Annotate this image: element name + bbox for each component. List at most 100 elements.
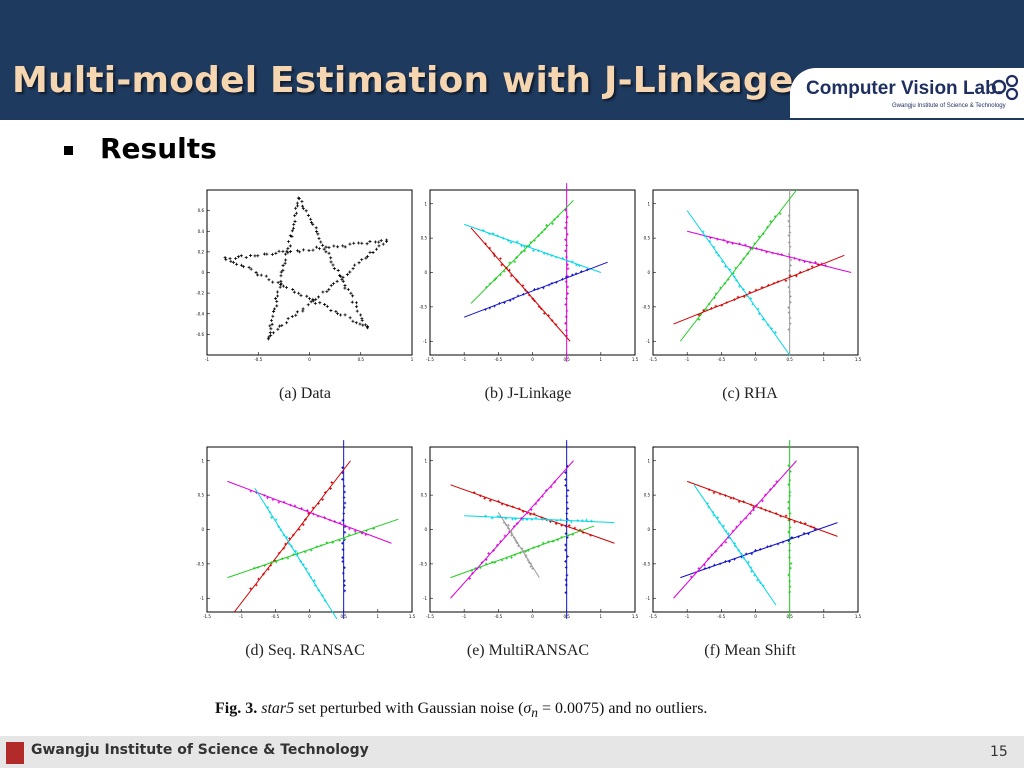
model-point: [803, 522, 807, 525]
data-point: [377, 240, 381, 244]
model-point: [315, 545, 319, 549]
model-point: [304, 518, 307, 521]
data-point: [270, 322, 274, 326]
model-point: [343, 524, 347, 527]
model-point: [776, 280, 780, 283]
model-point: [500, 502, 504, 506]
data-point: [294, 211, 298, 215]
data-point: [274, 251, 278, 255]
model-point: [511, 297, 515, 301]
model-point: [731, 529, 735, 533]
data-point: [268, 324, 272, 328]
caption-a: (a) Data: [279, 385, 331, 402]
data-point: [269, 327, 273, 331]
model-line: [686, 480, 838, 537]
model-line: [470, 227, 571, 342]
model-point: [257, 577, 260, 581]
model-point: [531, 567, 535, 570]
model-point: [810, 265, 814, 268]
model-point: [718, 492, 722, 496]
y-tick-label: -1: [200, 596, 204, 601]
data-point: [385, 240, 389, 244]
model-point: [752, 508, 755, 512]
model-point: [573, 526, 577, 530]
x-tick-label: 1: [600, 357, 603, 362]
model-line: [450, 484, 615, 544]
model-point: [282, 546, 286, 550]
data-point: [316, 232, 320, 236]
model-point: [761, 318, 765, 321]
model-point: [787, 530, 790, 534]
model-point: [541, 518, 544, 521]
model-point: [507, 523, 510, 527]
model-point: [513, 553, 517, 557]
model-point: [341, 466, 344, 470]
model-point: [565, 501, 569, 504]
data-point: [381, 242, 385, 246]
data-point: [311, 297, 315, 301]
model-point: [564, 249, 567, 253]
model-point: [565, 255, 568, 259]
model-point: [722, 238, 725, 242]
model-point: [364, 533, 368, 537]
model-point: [514, 538, 517, 542]
model-point: [734, 266, 738, 270]
x-tick-label: 0.5: [786, 357, 793, 362]
model-point: [776, 252, 780, 256]
data-point: [288, 234, 292, 238]
model-point: [323, 516, 326, 519]
data-point: [288, 244, 292, 248]
model-point: [560, 535, 564, 539]
model-point: [499, 273, 502, 277]
model-point: [565, 244, 568, 247]
model-point: [492, 304, 496, 308]
model-point: [321, 498, 325, 501]
model-point: [740, 552, 743, 556]
data-point: [271, 331, 275, 335]
model-point: [488, 499, 492, 502]
model-point: [499, 257, 502, 260]
model-point: [749, 566, 753, 569]
model-point: [564, 566, 568, 569]
model-point: [758, 548, 762, 551]
model-point: [816, 263, 820, 266]
y-tick-label: -0.5: [642, 561, 650, 566]
model-point: [566, 263, 569, 267]
model-point: [788, 231, 792, 234]
model-point: [732, 271, 735, 275]
data-point: [299, 294, 303, 298]
model-point: [510, 556, 513, 559]
x-tick-label: 0: [531, 357, 534, 362]
model-point: [728, 536, 732, 540]
model-point: [529, 512, 532, 516]
model-point: [302, 563, 305, 566]
model-point: [703, 563, 706, 567]
model-point: [551, 222, 554, 226]
y-tick-label: 0.5: [421, 493, 428, 498]
y-tick-label: 0: [647, 270, 650, 275]
model-point: [490, 516, 494, 520]
model-point: [494, 277, 498, 280]
data-point: [373, 240, 377, 244]
y-tick-label: 1: [424, 201, 427, 206]
model-point: [342, 484, 346, 488]
model-point: [749, 512, 752, 515]
model-point: [788, 269, 791, 273]
model-point: [498, 302, 501, 305]
model-point: [787, 234, 791, 237]
data-point: [360, 258, 364, 262]
model-point: [787, 328, 791, 331]
data-point: [343, 286, 347, 290]
model-point: [510, 531, 513, 535]
model-point: [475, 567, 479, 571]
y-tick-label: 0.5: [198, 493, 205, 498]
model-point: [528, 244, 531, 248]
model-point: [564, 532, 568, 535]
model-point: [728, 560, 731, 563]
data-point: [319, 240, 323, 244]
model-point: [277, 500, 281, 504]
x-tick-label: 1: [823, 357, 826, 362]
data-point: [286, 251, 290, 255]
model-point: [766, 323, 770, 327]
x-tick-label: -1: [462, 614, 466, 619]
